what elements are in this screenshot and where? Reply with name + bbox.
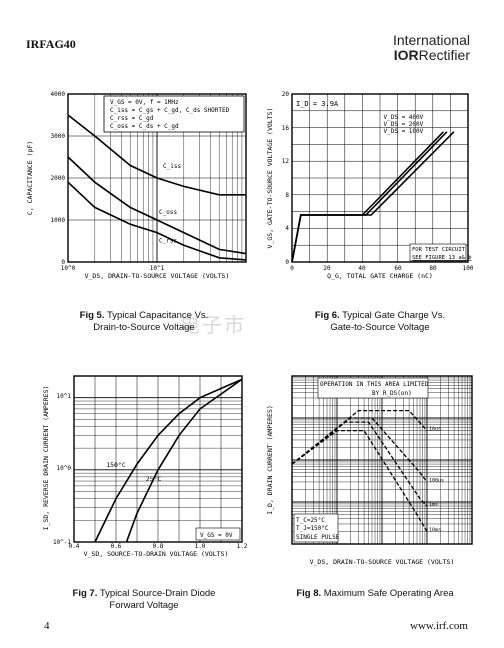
fig8-label: Fig 8. <box>296 588 322 599</box>
fig6-ytick: 4 <box>285 225 289 232</box>
fig8-series-2 <box>291 421 428 507</box>
fig6-ylabel: V_GS, GATE-TO-SOURCE VOLTAGE (VOLTS) <box>266 108 274 249</box>
fig8-caption-line1: Maximum Safe Operating Area <box>323 588 454 599</box>
fig6-note-2: SEE FIGURE 13 a& b <box>412 255 472 261</box>
fig6-xtick: 20 <box>323 265 331 272</box>
fig5-ylabel: C, CAPACITANCE (pF) <box>26 141 34 215</box>
fig6-label: Fig 6. <box>314 310 340 321</box>
fig5-xtick: 10^0 <box>61 265 76 272</box>
fig8-series-label: 100us <box>429 478 444 484</box>
brand-line1: International <box>392 32 470 48</box>
fig5-xlabel: V_DS, DRAIN-TO-SOURCE VOLTAGE (VOLTS) <box>85 272 230 280</box>
fig7-caption: Fig 7. Typical Source-Drain Diode Forwar… <box>54 588 234 612</box>
fig5-legend-1: V_GS = 0V, f = 1MHz <box>110 99 179 106</box>
fig7-xlabel: V_SD, SOURCE-TO-DRAIN VOLTAGE (VOLTS) <box>84 550 229 558</box>
fig5-series-0 <box>67 114 246 196</box>
fig7-ytick: 10^1 <box>57 393 72 400</box>
fig5-ytick: 4000 <box>51 91 66 98</box>
fig7-chart: 150°C 25°C V_GS = 0V 0.4 0.6 0.8 1.0 1.2 10^-1… <box>42 375 248 558</box>
fig6-ytick: 16 <box>282 125 290 132</box>
fig7-xtick: 1.2 <box>237 543 248 550</box>
fig6-series-0 <box>291 131 455 263</box>
fig6-ytick: 20 <box>282 91 290 98</box>
fig5-chart: V_GS = 0V, f = 1MHz C_iss = C_gs + C_gd,… <box>26 91 247 280</box>
fig8-pulse: SINGLE PULSE <box>296 534 340 541</box>
fig7-ytick: 10^-1 <box>53 539 71 546</box>
fig8-tc: T_C=25°C <box>296 517 325 524</box>
fig7-ylabel: I_SD, REVERSE DRAIN CURRENT (AMPERES) <box>42 386 50 531</box>
fig5-ytick: 1000 <box>51 217 66 224</box>
fig7-xtick: 0.4 <box>69 543 80 550</box>
fig6-caption-line2: Gate-to-Source Voltage <box>330 322 430 333</box>
fig7-series-label: 25°C <box>146 475 162 483</box>
fig7-series-0 <box>94 378 243 543</box>
fig6-ytick: 0 <box>285 259 289 266</box>
fig5-caption-line1: Typical Capacitance Vs. <box>106 310 209 321</box>
fig7-vgs-note: V_GS = 0V <box>200 532 233 539</box>
fig5-legend-2: C_iss = C_gs + C_gd, C_ds SHORTED <box>110 107 230 114</box>
fig6-series-label: V_DS = 200V <box>384 121 424 128</box>
fig8-ylabel: I_D, DRAIN CURRENT (AMPERES) <box>266 405 274 515</box>
fig6-id-label: I_D = 3.9A <box>296 100 339 108</box>
part-number: IRFAG40 <box>26 37 76 51</box>
fig8-note-2: BY R_DS(on) <box>372 390 412 397</box>
fig5-legend-4: C_oss = C_ds + C_gd <box>110 123 179 130</box>
fig5-label: Fig 5. <box>79 310 105 321</box>
fig8-tj: T_J=150°C <box>296 525 329 532</box>
fig7-xtick: 0.6 <box>111 543 122 550</box>
brand-logo: International IORRectifier <box>393 33 470 63</box>
fig6-note-1: FOR TEST CIRCUIT <box>412 247 466 253</box>
watermark: 电子市 <box>180 313 246 337</box>
fig6-series-label: V_DS = 100V <box>384 128 424 135</box>
fig6-caption: Fig 6. Typical Gate Charge Vs. Gate-to-S… <box>290 310 470 334</box>
fig7-caption-line2: Forward Voltage <box>109 600 179 611</box>
fig8-xlabel: V_DS, DRAIN-TO-SOURCE VOLTAGE (VOLTS) <box>310 558 455 566</box>
fig6-xtick: 40 <box>358 265 366 272</box>
fig6-series-2 <box>291 131 444 263</box>
fig6-xtick: 0 <box>290 265 294 272</box>
fig6-xlabel: Q_G, TOTAL GATE CHARGE (nC) <box>327 272 433 280</box>
footer-url: www.irf.com <box>410 620 468 632</box>
fig5-caption-line2: Drain-to-Source Voltage <box>93 322 195 333</box>
fig7-series-1 <box>125 378 243 543</box>
fig8-series-0 <box>291 409 428 465</box>
fig5-series-2 <box>67 181 247 261</box>
fig8-series-label: 10us <box>429 427 441 433</box>
fig5-series-label: C_rss <box>159 238 177 245</box>
fig5-series-1 <box>67 156 247 255</box>
fig8-caption: Fig 8. Maximum Safe Operating Area <box>280 588 470 600</box>
fig8-series-1 <box>291 417 428 483</box>
fig7-label: Fig 7. <box>72 588 98 599</box>
fig5-xtick: 10^1 <box>150 265 165 272</box>
fig6-ytick: 8 <box>285 192 289 199</box>
fig8-series-label: 10ms <box>429 527 441 533</box>
fig5-ytick: 0 <box>61 259 65 266</box>
fig7-xtick: 1.0 <box>195 543 206 550</box>
fig5-caption: Fig 5. Typical Capacitance Vs. Drain-to-… <box>54 310 234 334</box>
fig7-ytick: 10^0 <box>57 465 72 472</box>
fig6-xtick: 100 <box>463 265 474 272</box>
ior-logo-mark: IOR <box>393 47 419 63</box>
page-number: 4 <box>44 620 50 632</box>
fig6-caption-line1: Typical Gate Charge Vs. <box>342 310 446 321</box>
fig5-ytick: 3000 <box>51 133 66 140</box>
fig8-series-label: 1ms <box>429 502 438 508</box>
fig5-legend-3: C_rss = C_gd <box>110 115 154 122</box>
fig6-ytick: 12 <box>282 158 290 165</box>
fig6-xtick: 60 <box>394 265 402 272</box>
fig7-xtick: 0.8 <box>153 543 164 550</box>
brand-line2: Rectifier <box>418 47 470 63</box>
fig5-ytick: 2000 <box>51 175 66 182</box>
fig5-series-label: C_iss <box>163 163 181 170</box>
fig8-note-1: OPERATION IN THIS AREA LIMITED <box>320 381 429 388</box>
fig6-xtick: 80 <box>429 265 437 272</box>
fig7-series-label: 150°C <box>106 461 126 469</box>
fig8-series-3 <box>291 429 428 532</box>
fig7-caption-line1: Typical Source-Drain Diode <box>99 588 216 599</box>
fig6-series-label: V_DS = 400V <box>384 114 424 121</box>
fig5-series-label: C_oss <box>159 209 177 216</box>
fig8-chart: OPERATION IN THIS AREA LIMITED BY R_DS(o… <box>266 375 473 566</box>
